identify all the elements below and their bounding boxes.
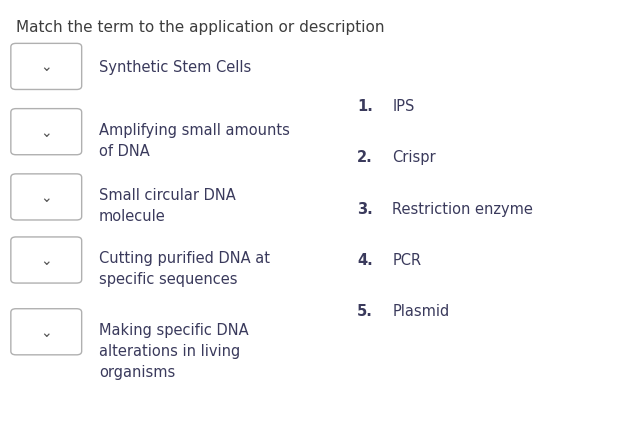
Text: 1.: 1. — [357, 99, 373, 114]
Text: 2.: 2. — [357, 150, 373, 164]
Text: Synthetic Stem Cells: Synthetic Stem Cells — [99, 60, 251, 75]
Text: PCR: PCR — [392, 253, 422, 268]
Text: Match the term to the application or description: Match the term to the application or des… — [16, 20, 385, 34]
Text: 5.: 5. — [357, 303, 373, 318]
Text: ⌄: ⌄ — [40, 191, 52, 204]
Text: ⌄: ⌄ — [40, 125, 52, 139]
Text: Making specific DNA
alterations in living
organisms: Making specific DNA alterations in livin… — [99, 322, 249, 379]
Text: Plasmid: Plasmid — [392, 303, 450, 318]
Text: ⌄: ⌄ — [40, 60, 52, 74]
Text: Crispr: Crispr — [392, 150, 436, 164]
Text: Amplifying small amounts
of DNA: Amplifying small amounts of DNA — [99, 123, 290, 158]
FancyBboxPatch shape — [11, 174, 82, 220]
Text: ⌄: ⌄ — [40, 253, 52, 267]
Text: ⌄: ⌄ — [40, 325, 52, 339]
FancyBboxPatch shape — [11, 237, 82, 283]
Text: Cutting purified DNA at
specific sequences: Cutting purified DNA at specific sequenc… — [99, 250, 270, 286]
FancyBboxPatch shape — [11, 109, 82, 155]
Text: Small circular DNA
molecule: Small circular DNA molecule — [99, 187, 235, 224]
Text: Restriction enzyme: Restriction enzyme — [392, 202, 533, 217]
Text: 3.: 3. — [357, 202, 373, 217]
Text: 4.: 4. — [357, 253, 373, 268]
Text: IPS: IPS — [392, 99, 415, 114]
FancyBboxPatch shape — [11, 309, 82, 355]
FancyBboxPatch shape — [11, 44, 82, 90]
